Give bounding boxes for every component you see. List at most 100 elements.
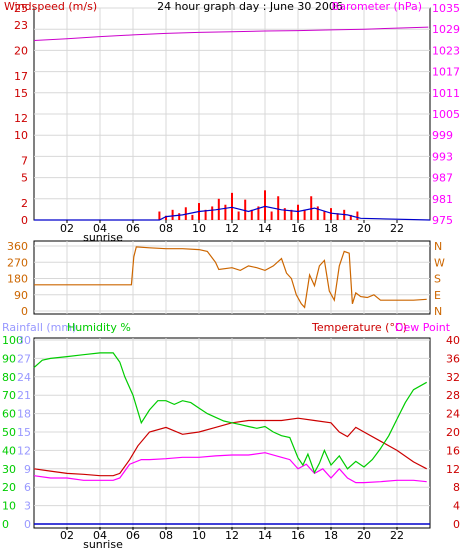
windspeed-tick-label: 5 bbox=[21, 172, 28, 185]
wind-direction-line bbox=[34, 246, 427, 309]
dew-point-axis-title: Dew Point bbox=[395, 321, 451, 334]
panel-3-x-tick-label: 20 bbox=[357, 529, 371, 542]
windspeed-tick-label: 7 bbox=[21, 155, 28, 168]
panel-3-x-tick-label: 18 bbox=[324, 529, 338, 542]
barometer-tick-label: 1029 bbox=[432, 23, 460, 36]
windspeed-tick-label: 25 bbox=[14, 2, 28, 15]
rainfall-tick-label: 27 bbox=[17, 352, 31, 365]
rainfall-tick-label: 21 bbox=[17, 389, 31, 402]
barometer-tick-label: 993 bbox=[432, 150, 453, 163]
rainfall-tick-label: 0 bbox=[24, 518, 31, 531]
compass-label: S bbox=[434, 273, 441, 286]
humidity-tick-label: 20 bbox=[2, 481, 16, 494]
barometer-tick-label: 975 bbox=[432, 214, 453, 227]
barometer-tick-label: 999 bbox=[432, 129, 453, 142]
windspeed-tick-label: 15 bbox=[14, 87, 28, 100]
windspeed-axis-title: Windspeed (m/s) bbox=[4, 0, 97, 13]
panel-1-series bbox=[33, 26, 431, 221]
temperature-tick-label: 28 bbox=[446, 389, 460, 402]
humidity-tick-label: 10 bbox=[2, 500, 16, 513]
compass-label: N bbox=[434, 305, 442, 318]
sunrise-label-bottom: sunrise bbox=[83, 538, 123, 551]
panel-3-series bbox=[33, 352, 430, 525]
windspeed-tick-label: 0 bbox=[21, 214, 28, 227]
rainfall-tick-label: 6 bbox=[24, 481, 31, 494]
dew-point-line bbox=[33, 452, 427, 484]
panel-3-x-tick-label: 02 bbox=[60, 529, 74, 542]
humidity-tick-label: 30 bbox=[2, 463, 16, 476]
compass-label: N bbox=[434, 240, 442, 253]
humidity-tick-label: 0 bbox=[2, 518, 9, 531]
humidity-tick-label: 80 bbox=[2, 371, 16, 384]
barometer-tick-label: 987 bbox=[432, 172, 453, 185]
temperature-axis-title: Temperature (°C) bbox=[311, 321, 407, 334]
rainfall-tick-label: 9 bbox=[24, 463, 31, 476]
compass-label: W bbox=[434, 256, 445, 269]
panel-3-x-tick-label: 06 bbox=[126, 529, 140, 542]
direction-degree-label: 360 bbox=[7, 240, 28, 253]
panel-1-grid bbox=[34, 7, 430, 221]
panel-1-x-tick-label: 20 bbox=[357, 222, 371, 235]
rainfall-tick-label: 15 bbox=[17, 426, 31, 439]
direction-degree-label: 270 bbox=[7, 256, 28, 269]
panel-3-x-tick-label: 12 bbox=[225, 529, 239, 542]
panel-1-x-tick-label: 16 bbox=[291, 222, 305, 235]
barometer-tick-label: 1035 bbox=[432, 2, 460, 15]
barometer-line bbox=[33, 26, 429, 41]
panel-1-x-tick-label: 22 bbox=[390, 222, 404, 235]
humidity-line bbox=[33, 352, 427, 474]
temperature-tick-label: 36 bbox=[446, 352, 460, 365]
temperature-tick-label: 32 bbox=[446, 371, 460, 384]
panel-1-x-tick-label: 06 bbox=[126, 222, 140, 235]
barometer-tick-label: 1011 bbox=[432, 87, 460, 100]
temperature-tick-label: 4 bbox=[453, 500, 460, 513]
windspeed-tick-label: 23 bbox=[14, 19, 28, 32]
rainfall-tick-label: 24 bbox=[17, 371, 31, 384]
panel-1-x-tick-label: 04 bbox=[93, 222, 107, 235]
humidity-axis-title: Humidity % bbox=[67, 321, 131, 334]
panel-1-x-tick-label: 14 bbox=[258, 222, 272, 235]
direction-degree-label: 0 bbox=[21, 305, 28, 318]
windspeed-tick-label: 20 bbox=[14, 44, 28, 57]
barometer-tick-label: 1005 bbox=[432, 108, 460, 121]
temperature-tick-label: 8 bbox=[453, 481, 460, 494]
humidity-tick-label: 40 bbox=[2, 444, 16, 457]
temperature-tick-label: 40 bbox=[446, 334, 460, 347]
chart-title: 24 hour graph day : June 30 2006 bbox=[157, 0, 343, 13]
panel-3-x-tick-label: 16 bbox=[291, 529, 305, 542]
temperature-tick-label: 16 bbox=[446, 444, 460, 457]
humidity-tick-label: 70 bbox=[2, 389, 16, 402]
panel-1-x-tick-label: 18 bbox=[324, 222, 338, 235]
barometer-tick-label: 1023 bbox=[432, 44, 460, 57]
panel-2-grid bbox=[34, 241, 430, 314]
windspeed-tick-label: 2 bbox=[21, 197, 28, 210]
humidity-tick-label: 50 bbox=[2, 426, 16, 439]
rainfall-axis-title: Rainfall (mm) bbox=[2, 321, 76, 334]
temperature-tick-label: 0 bbox=[453, 518, 460, 531]
windspeed-tick-label: 12 bbox=[14, 112, 28, 125]
compass-label: E bbox=[434, 289, 441, 302]
rainfall-tick-label: 3 bbox=[24, 500, 31, 513]
rainfall-tick-label: 18 bbox=[17, 408, 31, 421]
humidity-tick-label: 90 bbox=[2, 352, 16, 365]
panel-3-x-tick-label: 04 bbox=[93, 529, 107, 542]
direction-degree-label: 90 bbox=[14, 289, 28, 302]
panel-1-axes: 9759819879939991005101110171023102910350… bbox=[14, 2, 460, 235]
temperature-tick-label: 24 bbox=[446, 408, 460, 421]
panel-3-x-tick-label: 10 bbox=[192, 529, 206, 542]
panel-1-x-tick-label: 02 bbox=[60, 222, 74, 235]
direction-degree-label: 180 bbox=[7, 273, 28, 286]
panel-1-x-tick-label: 08 bbox=[159, 222, 173, 235]
temperature-tick-label: 20 bbox=[446, 426, 460, 439]
humidity-tick-label: 60 bbox=[2, 408, 16, 421]
panel-1-x-tick-label: 10 bbox=[192, 222, 206, 235]
windspeed-tick-label: 17 bbox=[14, 70, 28, 83]
barometer-tick-label: 981 bbox=[432, 193, 453, 206]
panel-3-x-tick-label: 22 bbox=[390, 529, 404, 542]
panel-3-x-tick-label: 14 bbox=[258, 529, 272, 542]
panel-3-grid bbox=[34, 338, 430, 528]
temperature-tick-label: 12 bbox=[446, 463, 460, 476]
